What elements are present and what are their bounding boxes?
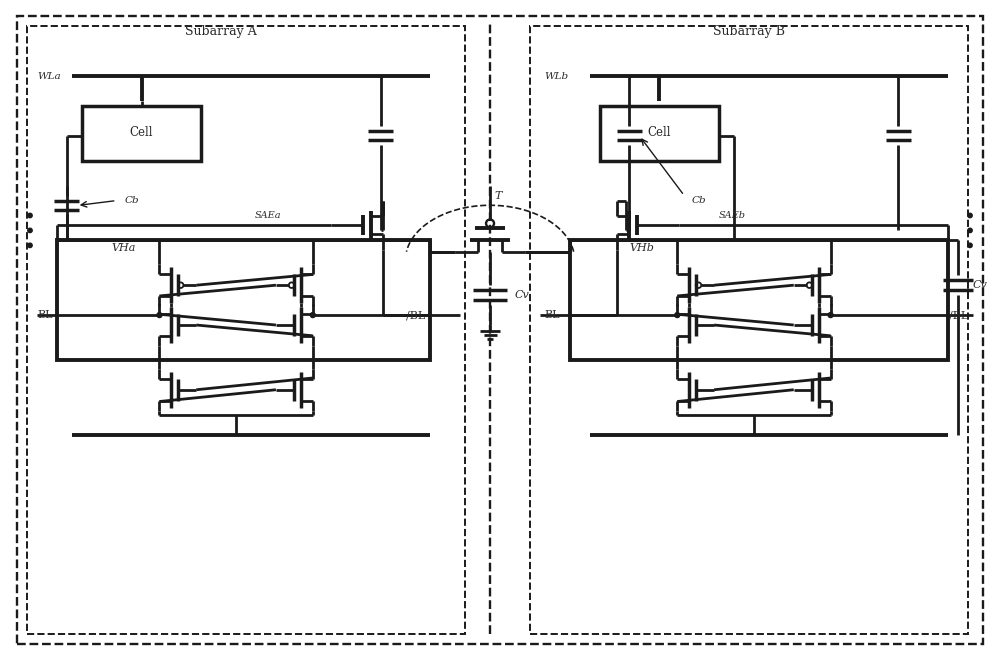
Text: Cv: Cv	[973, 280, 988, 290]
Text: SAEa: SAEa	[254, 211, 281, 220]
Circle shape	[675, 313, 680, 317]
Text: /BL: /BL	[949, 310, 968, 320]
Circle shape	[28, 213, 32, 218]
Circle shape	[968, 213, 972, 218]
Text: BL: BL	[37, 310, 52, 320]
Circle shape	[157, 313, 162, 317]
Text: VHa: VHa	[112, 244, 136, 253]
Circle shape	[28, 228, 32, 232]
Circle shape	[828, 313, 833, 317]
Text: Cell: Cell	[648, 126, 671, 139]
Circle shape	[968, 243, 972, 248]
Circle shape	[310, 313, 315, 317]
Text: Cb: Cb	[124, 196, 139, 205]
Text: BL: BL	[545, 310, 560, 320]
Text: WLa: WLa	[37, 71, 61, 81]
Bar	[600, 106, 719, 161]
Text: Cv: Cv	[515, 290, 530, 300]
Text: VHb: VHb	[629, 244, 654, 253]
Bar	[530, 26, 968, 634]
Circle shape	[968, 228, 972, 232]
Text: Subarray B: Subarray B	[713, 25, 785, 38]
Bar	[82, 106, 201, 161]
Text: Cell: Cell	[130, 126, 153, 139]
Text: /BL: /BL	[406, 310, 425, 320]
Bar	[27, 26, 465, 634]
Bar	[570, 240, 948, 360]
Text: T: T	[494, 191, 502, 201]
Text: Subarray A: Subarray A	[185, 25, 257, 38]
Circle shape	[28, 243, 32, 248]
Bar	[57, 240, 430, 360]
Text: WLb: WLb	[545, 71, 569, 81]
Text: Cb: Cb	[692, 196, 706, 205]
Text: SAEb: SAEb	[719, 211, 746, 220]
